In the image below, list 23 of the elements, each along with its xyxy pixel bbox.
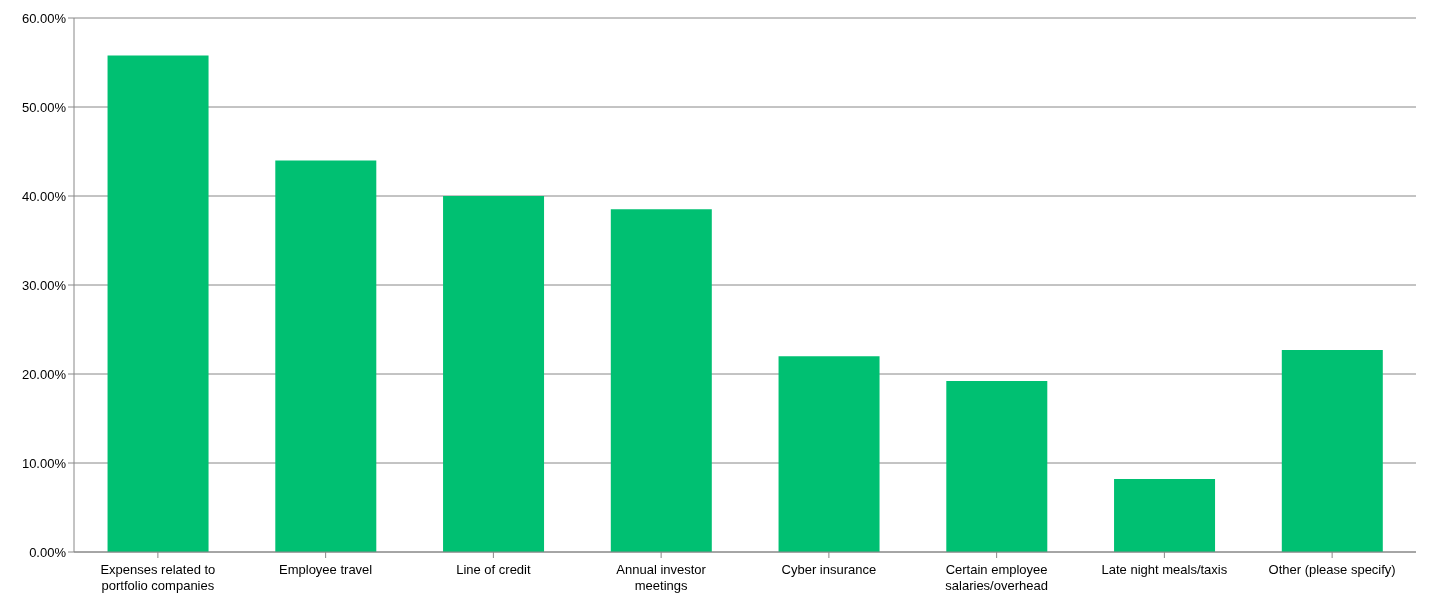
- x-tick-label: Annual investor meetings: [616, 562, 707, 593]
- y-tick-label: 40.00%: [21, 188, 67, 204]
- bar: [1281, 349, 1383, 552]
- x-tick-label: Certain employee salaries/overhead: [945, 562, 1048, 593]
- y-tick-label: 30.00%: [21, 277, 67, 293]
- bar: [107, 55, 209, 552]
- y-tick-label: 60.00%: [21, 10, 67, 26]
- x-tick-label: Cyber insurance: [781, 562, 877, 577]
- bar: [275, 160, 377, 552]
- y-tick-label: 20.00%: [21, 366, 67, 382]
- x-tick-label: Line of credit: [456, 562, 531, 577]
- x-tick-label: Other (please specify): [1268, 562, 1396, 577]
- bar: [778, 356, 880, 552]
- y-tick-label: 50.00%: [21, 99, 67, 115]
- y-tick-label: 10.00%: [21, 455, 67, 471]
- y-tick-label: 0.00%: [29, 544, 67, 560]
- bar: [1114, 479, 1216, 552]
- x-tick-label: Expenses related to portfolio companies: [100, 562, 216, 593]
- bar: [443, 196, 545, 552]
- x-tick-label: Late night meals/taxis: [1101, 562, 1228, 577]
- bar: [946, 381, 1048, 552]
- x-tick-label: Employee travel: [279, 562, 373, 577]
- bar: [610, 209, 712, 552]
